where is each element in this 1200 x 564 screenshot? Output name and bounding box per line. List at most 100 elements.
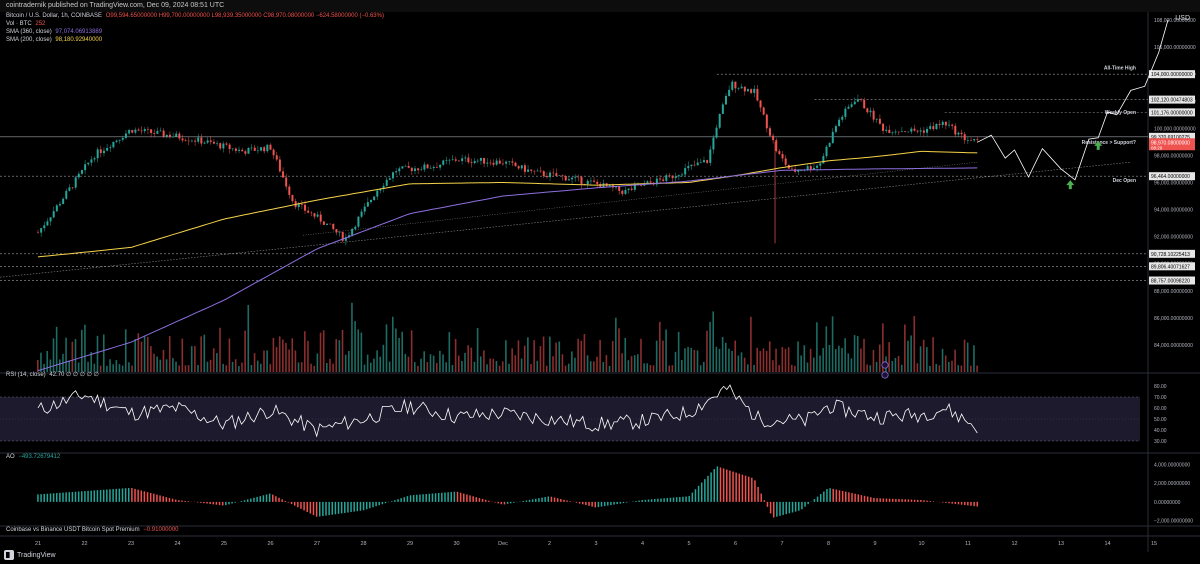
legend-rsi-label[interactable]: RSI (14, close) [6, 372, 46, 378]
volume-bar [668, 365, 671, 372]
ao-bar [325, 501, 327, 516]
volume-bar [442, 354, 444, 372]
ao-bar [234, 501, 236, 503]
candle-body [429, 168, 432, 169]
volume-bar [844, 338, 846, 372]
candle-body [495, 160, 498, 165]
currency-label[interactable]: USD [1175, 15, 1190, 22]
x-tick-label: 10 [918, 541, 924, 547]
ao-bar [920, 499, 922, 502]
x-tick-label: 27 [314, 541, 320, 547]
volume-bar [731, 350, 733, 372]
annotation-label: Weekly Open [1105, 110, 1136, 116]
ao-bar [93, 490, 96, 502]
volume-bar [156, 356, 158, 372]
candle-body [121, 137, 124, 140]
candle-body [137, 129, 140, 131]
volume-bar [316, 353, 319, 372]
candle-body [750, 89, 753, 93]
volume-bar [508, 363, 510, 372]
volume-bar [816, 322, 818, 372]
ao-bar [907, 499, 910, 502]
volume-bar [354, 321, 356, 372]
volume-bar [775, 348, 777, 372]
candle-body [624, 189, 627, 194]
logo-text: TradingView [17, 551, 56, 559]
legend-rsi-value: 42.70 ∅ ∅ ∅ ∅ ∅ [49, 372, 99, 378]
candle-body [545, 176, 548, 178]
volume-bar [552, 356, 554, 372]
legend-premium-label[interactable]: Coinbase vs Binance USDT Bitcoin Spot Pr… [6, 527, 140, 533]
candle-body [885, 129, 888, 131]
candle-body [558, 175, 561, 176]
volume-bar [413, 362, 416, 372]
volume-bar [128, 362, 130, 372]
candle-body [300, 203, 303, 205]
rising-trendline [0, 161, 1131, 278]
candle-body [102, 150, 105, 154]
ao-bar [416, 494, 418, 502]
ao-bar [666, 497, 669, 502]
volume-bar [655, 340, 658, 372]
candle-body [724, 95, 727, 105]
volume-bar [746, 364, 749, 372]
tradingview-logo[interactable]: TradingView [4, 548, 56, 562]
volume-bar [272, 337, 275, 372]
ao-bar [763, 500, 766, 502]
ao-bar [566, 500, 568, 502]
volume-bar [671, 365, 674, 372]
volume-bar [904, 324, 906, 372]
candle-body [800, 170, 803, 172]
ao-bar [616, 501, 618, 505]
ao-bar [660, 498, 662, 502]
ao-bar [729, 470, 731, 502]
volume-bar [728, 348, 730, 372]
x-tick-label: 23 [128, 541, 134, 547]
volume-bar [432, 355, 435, 372]
legend-vol-label[interactable]: Vol · BTC [6, 21, 32, 27]
ao-bar [838, 490, 841, 502]
level-label: 90,728.10225413 [1151, 252, 1190, 258]
volume-bar [121, 365, 124, 372]
volume-bar [74, 339, 77, 372]
ao-bar [212, 501, 215, 505]
ao-tick-label: −2,000.00000000 [1154, 519, 1193, 525]
volume-bar [209, 359, 212, 372]
ao-bar [159, 495, 161, 502]
candle-body [168, 134, 171, 138]
ao-bar [525, 500, 528, 502]
volume-bar [536, 360, 539, 372]
legend-ao-label[interactable]: AO [6, 454, 15, 460]
legend-sma360-label[interactable]: SMA (360, close) [6, 29, 52, 35]
candle-body [740, 86, 743, 89]
ao-bar [49, 493, 52, 502]
volume-bar [68, 360, 71, 372]
candle-body [329, 223, 332, 225]
chart-canvas[interactable]: 108,000.00000000106,000.00000000104,000.… [0, 12, 1200, 564]
legend-symbol[interactable]: Bitcoin / U.S. Dollar, 1h, COINBASE [6, 13, 103, 19]
legend-sma200-label[interactable]: SMA (200, close) [6, 37, 52, 43]
candle-body [762, 107, 765, 115]
volume-bar [429, 354, 432, 372]
volume-bar [545, 365, 548, 372]
candle-body [555, 173, 558, 176]
candle-body [379, 188, 382, 191]
ao-bar [747, 476, 750, 502]
publish-text: cointradernik published on TradingView.c… [6, 2, 225, 9]
candle-body [410, 167, 413, 172]
ao-bar [556, 498, 559, 502]
volume-bar [935, 363, 938, 372]
volume-bar [633, 355, 636, 372]
candle-body [404, 165, 407, 167]
candle-body [74, 177, 77, 188]
candle-body [197, 137, 200, 142]
x-tick-label: 26 [267, 541, 273, 547]
ao-bar [306, 501, 308, 512]
volume-bar [677, 331, 680, 372]
candle-body [172, 136, 175, 138]
volume-bar [860, 348, 862, 372]
candle-body [489, 162, 492, 164]
ao-bar [297, 501, 299, 508]
sma200-line [37, 150, 978, 258]
candle-body [313, 213, 316, 217]
